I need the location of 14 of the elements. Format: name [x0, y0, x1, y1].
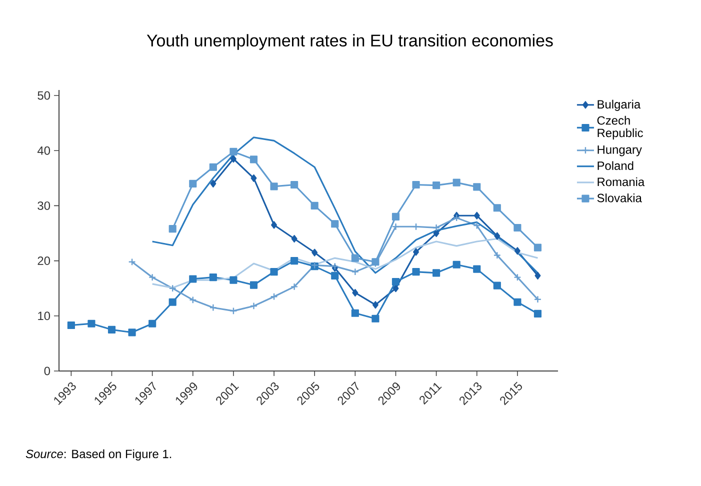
chart-title: Youth unemployment rates in EU transition economies [146, 34, 553, 50]
legend-label: Hungary [598, 146, 642, 156]
legend-label: Czech Republic [597, 116, 643, 140]
legend-label: Poland [598, 161, 634, 170]
y-tick-label: 40 [37, 146, 50, 155]
y-tick-label: 30 [38, 201, 50, 210]
y-tick-label: 0 [44, 366, 50, 376]
y-tick-label: 20 [38, 256, 50, 266]
legend-label: Bulgaria [598, 100, 641, 111]
text: Source: Based on Figure 1. [26, 449, 172, 461]
y-tick-label: 50 [38, 91, 50, 100]
legend-label: Romania [598, 177, 645, 186]
y-tick-label: 10 [38, 312, 50, 320]
legend-label: Slovakia [597, 193, 642, 202]
